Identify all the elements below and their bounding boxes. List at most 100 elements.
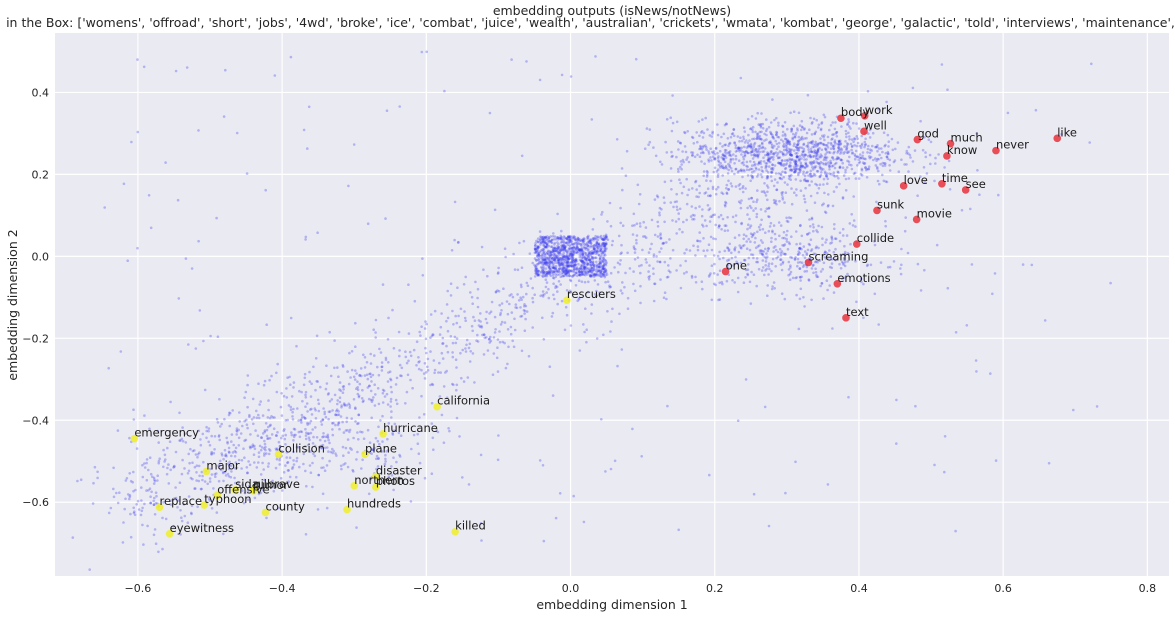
background-point (548, 249, 551, 253)
background-point (197, 239, 200, 243)
background-point (568, 239, 572, 242)
point-label-know: know (947, 143, 977, 157)
background-point (545, 291, 548, 294)
background-point (654, 154, 658, 158)
background-point (757, 135, 760, 138)
background-point (704, 254, 707, 258)
background-point (747, 223, 750, 226)
background-point (514, 303, 518, 306)
background-point (481, 333, 484, 337)
background-point (625, 149, 629, 153)
background-point (835, 131, 838, 134)
background-point (836, 151, 839, 154)
background-point (292, 463, 296, 466)
background-point (818, 175, 822, 179)
background-point (802, 172, 805, 176)
background-point (234, 481, 237, 485)
point-label-plane: plane (365, 441, 397, 455)
background-point (856, 164, 859, 167)
background-point (319, 385, 322, 389)
background-point (761, 150, 764, 153)
background-point (245, 423, 249, 427)
background-point (706, 204, 710, 207)
background-point (621, 281, 624, 284)
background-point (733, 249, 737, 252)
background-point (288, 375, 291, 379)
background-point (772, 158, 775, 161)
background-point (843, 250, 847, 254)
background-point (355, 387, 358, 391)
background-point (379, 419, 382, 422)
background-point (826, 177, 830, 181)
background-point (685, 158, 688, 161)
background-point (563, 246, 567, 249)
background-point (750, 147, 753, 150)
background-point (808, 231, 811, 235)
background-point (594, 237, 598, 241)
background-point (737, 159, 741, 162)
background-point (769, 140, 772, 143)
background-point (809, 141, 813, 144)
background-point (760, 190, 764, 193)
background-point (760, 175, 764, 179)
background-point (750, 270, 753, 274)
background-point (705, 224, 708, 228)
background-point (508, 302, 511, 306)
background-point (795, 151, 799, 155)
background-point (813, 132, 817, 135)
background-point (363, 356, 367, 359)
background-point (727, 151, 730, 154)
background-point (708, 134, 712, 137)
background-point (721, 174, 724, 177)
background-point (135, 503, 138, 506)
background-point (300, 430, 304, 434)
background-point (770, 269, 773, 273)
background-point (143, 502, 146, 506)
background-point (816, 142, 819, 146)
background-point (809, 175, 812, 178)
background-point (670, 150, 673, 154)
background-point (709, 147, 712, 150)
background-point (437, 371, 440, 374)
background-point (937, 153, 940, 156)
background-point (389, 377, 392, 381)
background-point (802, 194, 806, 197)
background-point (316, 380, 320, 383)
background-point (801, 164, 805, 168)
background-point (846, 123, 849, 126)
background-point (327, 450, 330, 453)
background-point (386, 338, 390, 341)
background-point (796, 253, 800, 256)
background-point (195, 464, 199, 468)
background-point (794, 169, 797, 172)
background-point (632, 212, 636, 216)
background-point (892, 260, 896, 263)
background-point (456, 241, 460, 244)
background-point (158, 457, 161, 461)
background-point (752, 492, 756, 496)
background-point (732, 128, 736, 131)
background-point (761, 170, 765, 173)
background-point (812, 117, 816, 121)
background-point (310, 407, 313, 411)
background-point (252, 416, 256, 419)
background-point (758, 228, 762, 232)
background-point (398, 455, 402, 458)
background-point (145, 478, 149, 482)
background-point (344, 462, 347, 465)
background-point (782, 252, 785, 255)
background-point (796, 164, 799, 167)
background-point (695, 188, 698, 191)
background-point (767, 155, 770, 159)
background-point (833, 223, 836, 226)
background-point (769, 175, 773, 178)
background-point (583, 255, 587, 259)
background-point (347, 402, 351, 406)
background-point (409, 500, 413, 503)
background-point (853, 137, 856, 140)
background-point (836, 149, 840, 153)
background-point (772, 224, 776, 227)
background-point (173, 497, 176, 500)
background-point (638, 222, 642, 225)
background-point (265, 428, 269, 432)
